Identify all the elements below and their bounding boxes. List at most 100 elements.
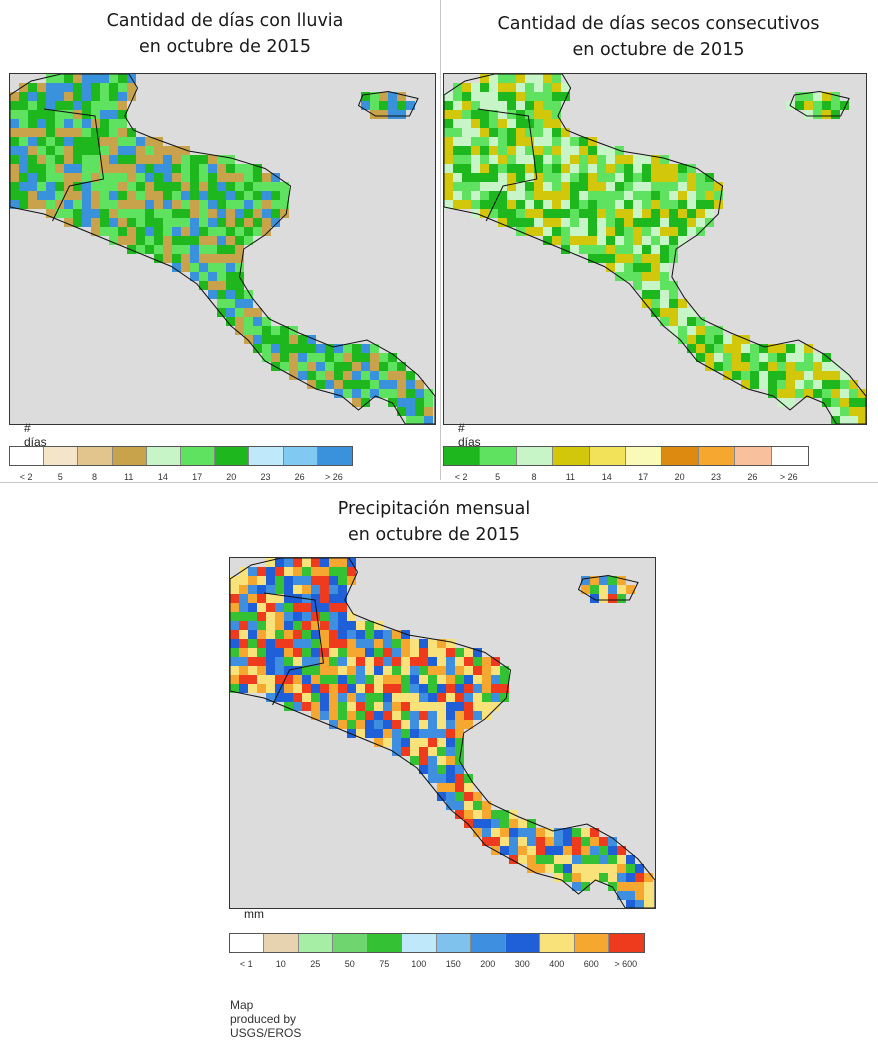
grid-cell [64,200,73,209]
grid-cell [235,245,244,254]
legend-tick-label: 23 [260,472,271,482]
grid-cell [302,648,311,657]
grid-cell [723,353,732,362]
legend-tick-label: 23 [710,472,722,482]
grid-cell [262,209,271,218]
grid-cell [822,92,831,101]
grid-cell [471,164,480,173]
grid-cell [109,101,118,110]
grid-cell [597,218,606,227]
grid-cell [687,164,696,173]
grid-cell [347,711,356,720]
grid-cell [55,92,64,101]
grid-cell [446,648,455,657]
grid-cell [464,792,473,801]
grid-cell [127,146,136,155]
grid-cell [230,684,239,693]
grid-cell [293,567,302,576]
grid-cell [768,344,777,353]
grid-cell [190,164,199,173]
grid-cell [572,837,581,846]
grid-cell [813,371,822,380]
grid-cell [651,218,660,227]
grid-cell [127,128,136,137]
grid-cell [334,344,343,353]
grid-cell [498,155,507,164]
grid-cell [419,648,428,657]
grid-cell [590,864,599,873]
grid-cell [397,371,406,380]
grid-cell [669,308,678,317]
grid-cell [347,657,356,666]
grid-cell [19,101,28,110]
grid-cell [163,200,172,209]
grid-cell [239,585,248,594]
grid-cell [507,137,516,146]
grid-cell [588,254,597,263]
grid-cell [482,711,491,720]
grid-cell [271,173,280,182]
grid-cell [37,182,46,191]
grid-cell [100,164,109,173]
grid-cell [392,657,401,666]
grid-cell [678,191,687,200]
grid-cell [226,299,235,308]
grid-cell [660,209,669,218]
grid-cell [446,675,455,684]
grid-cell [552,128,561,137]
grid-cell [608,855,617,864]
grid-cell [561,245,570,254]
grid-cell [217,182,226,191]
grid-cell [599,837,608,846]
grid-cell [624,173,633,182]
legend-tick-label: 200 [480,959,496,969]
grid-cell [606,164,615,173]
grid-cell [248,567,257,576]
grid-cell [226,236,235,245]
grid-cell [329,630,338,639]
grid-cell [687,200,696,209]
grid-cell [199,263,208,272]
grid-cell [136,182,145,191]
grid-cell [154,137,163,146]
grid-cell [302,567,311,576]
grid-cell [444,92,453,101]
grid-cell [311,675,320,684]
grid-cell [293,657,302,666]
grid-cell [311,702,320,711]
grid-cell [509,846,518,855]
grid-cell [471,110,480,119]
grid-cell [597,173,606,182]
grid-cell [705,326,714,335]
grid-cell [491,819,500,828]
grid-cell [777,389,786,398]
grid-cell [525,164,534,173]
panel-divider-vertical [440,0,441,480]
grid-cell [239,630,248,639]
grid-cell [100,146,109,155]
grid-cell [46,209,55,218]
grid-cell [428,666,437,675]
grid-cell [199,209,208,218]
grid-cell [230,612,239,621]
grid-cell [401,675,410,684]
grid-cell [804,380,813,389]
grid-cell [374,711,383,720]
grid-cell [118,110,127,119]
grid-cell [109,218,118,227]
grid-cell [73,218,82,227]
grid-cell [154,236,163,245]
grid-cell [208,263,217,272]
grid-cell [118,191,127,200]
grid-cell [651,191,660,200]
grid-cell [437,747,446,756]
grid-cell [626,891,635,900]
grid-cell [651,308,660,317]
grid-cell [840,407,849,416]
grid-cell [352,389,361,398]
grid-cell [696,173,705,182]
grid-cell [55,83,64,92]
monthly-precip-title-line1: Precipitación mensual [337,499,531,519]
grid-cell [633,263,642,272]
grid-cell [19,173,28,182]
